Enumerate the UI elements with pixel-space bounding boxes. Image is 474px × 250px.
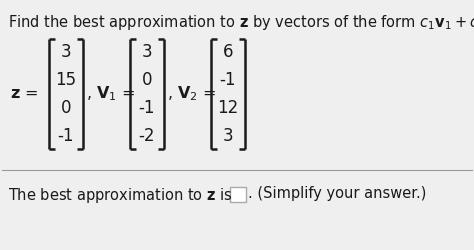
Text: 3: 3	[142, 43, 152, 61]
Text: . (Simplify your answer.): . (Simplify your answer.)	[248, 186, 427, 201]
Text: 3: 3	[223, 127, 233, 145]
Text: 0: 0	[142, 71, 152, 89]
Text: , $\mathbf{V}_1$ =: , $\mathbf{V}_1$ =	[86, 85, 135, 103]
Text: $\mathbf{z}$ =: $\mathbf{z}$ =	[10, 86, 38, 102]
Text: , $\mathbf{V}_2$ =: , $\mathbf{V}_2$ =	[167, 85, 216, 103]
Text: 15: 15	[55, 71, 77, 89]
Text: The best approximation to $\mathbf{z}$ is: The best approximation to $\mathbf{z}$ i…	[8, 186, 233, 205]
Text: 6: 6	[223, 43, 233, 61]
Text: -1: -1	[58, 127, 74, 145]
Text: -1: -1	[139, 99, 155, 117]
Text: 12: 12	[218, 99, 238, 117]
Text: Find the best approximation to $\mathbf{z}$ by vectors of the form $c_1\mathbf{v: Find the best approximation to $\mathbf{…	[8, 13, 474, 32]
Text: 3: 3	[61, 43, 71, 61]
Text: -1: -1	[220, 71, 236, 89]
FancyBboxPatch shape	[230, 187, 246, 202]
Text: -2: -2	[139, 127, 155, 145]
Text: 0: 0	[61, 99, 71, 117]
